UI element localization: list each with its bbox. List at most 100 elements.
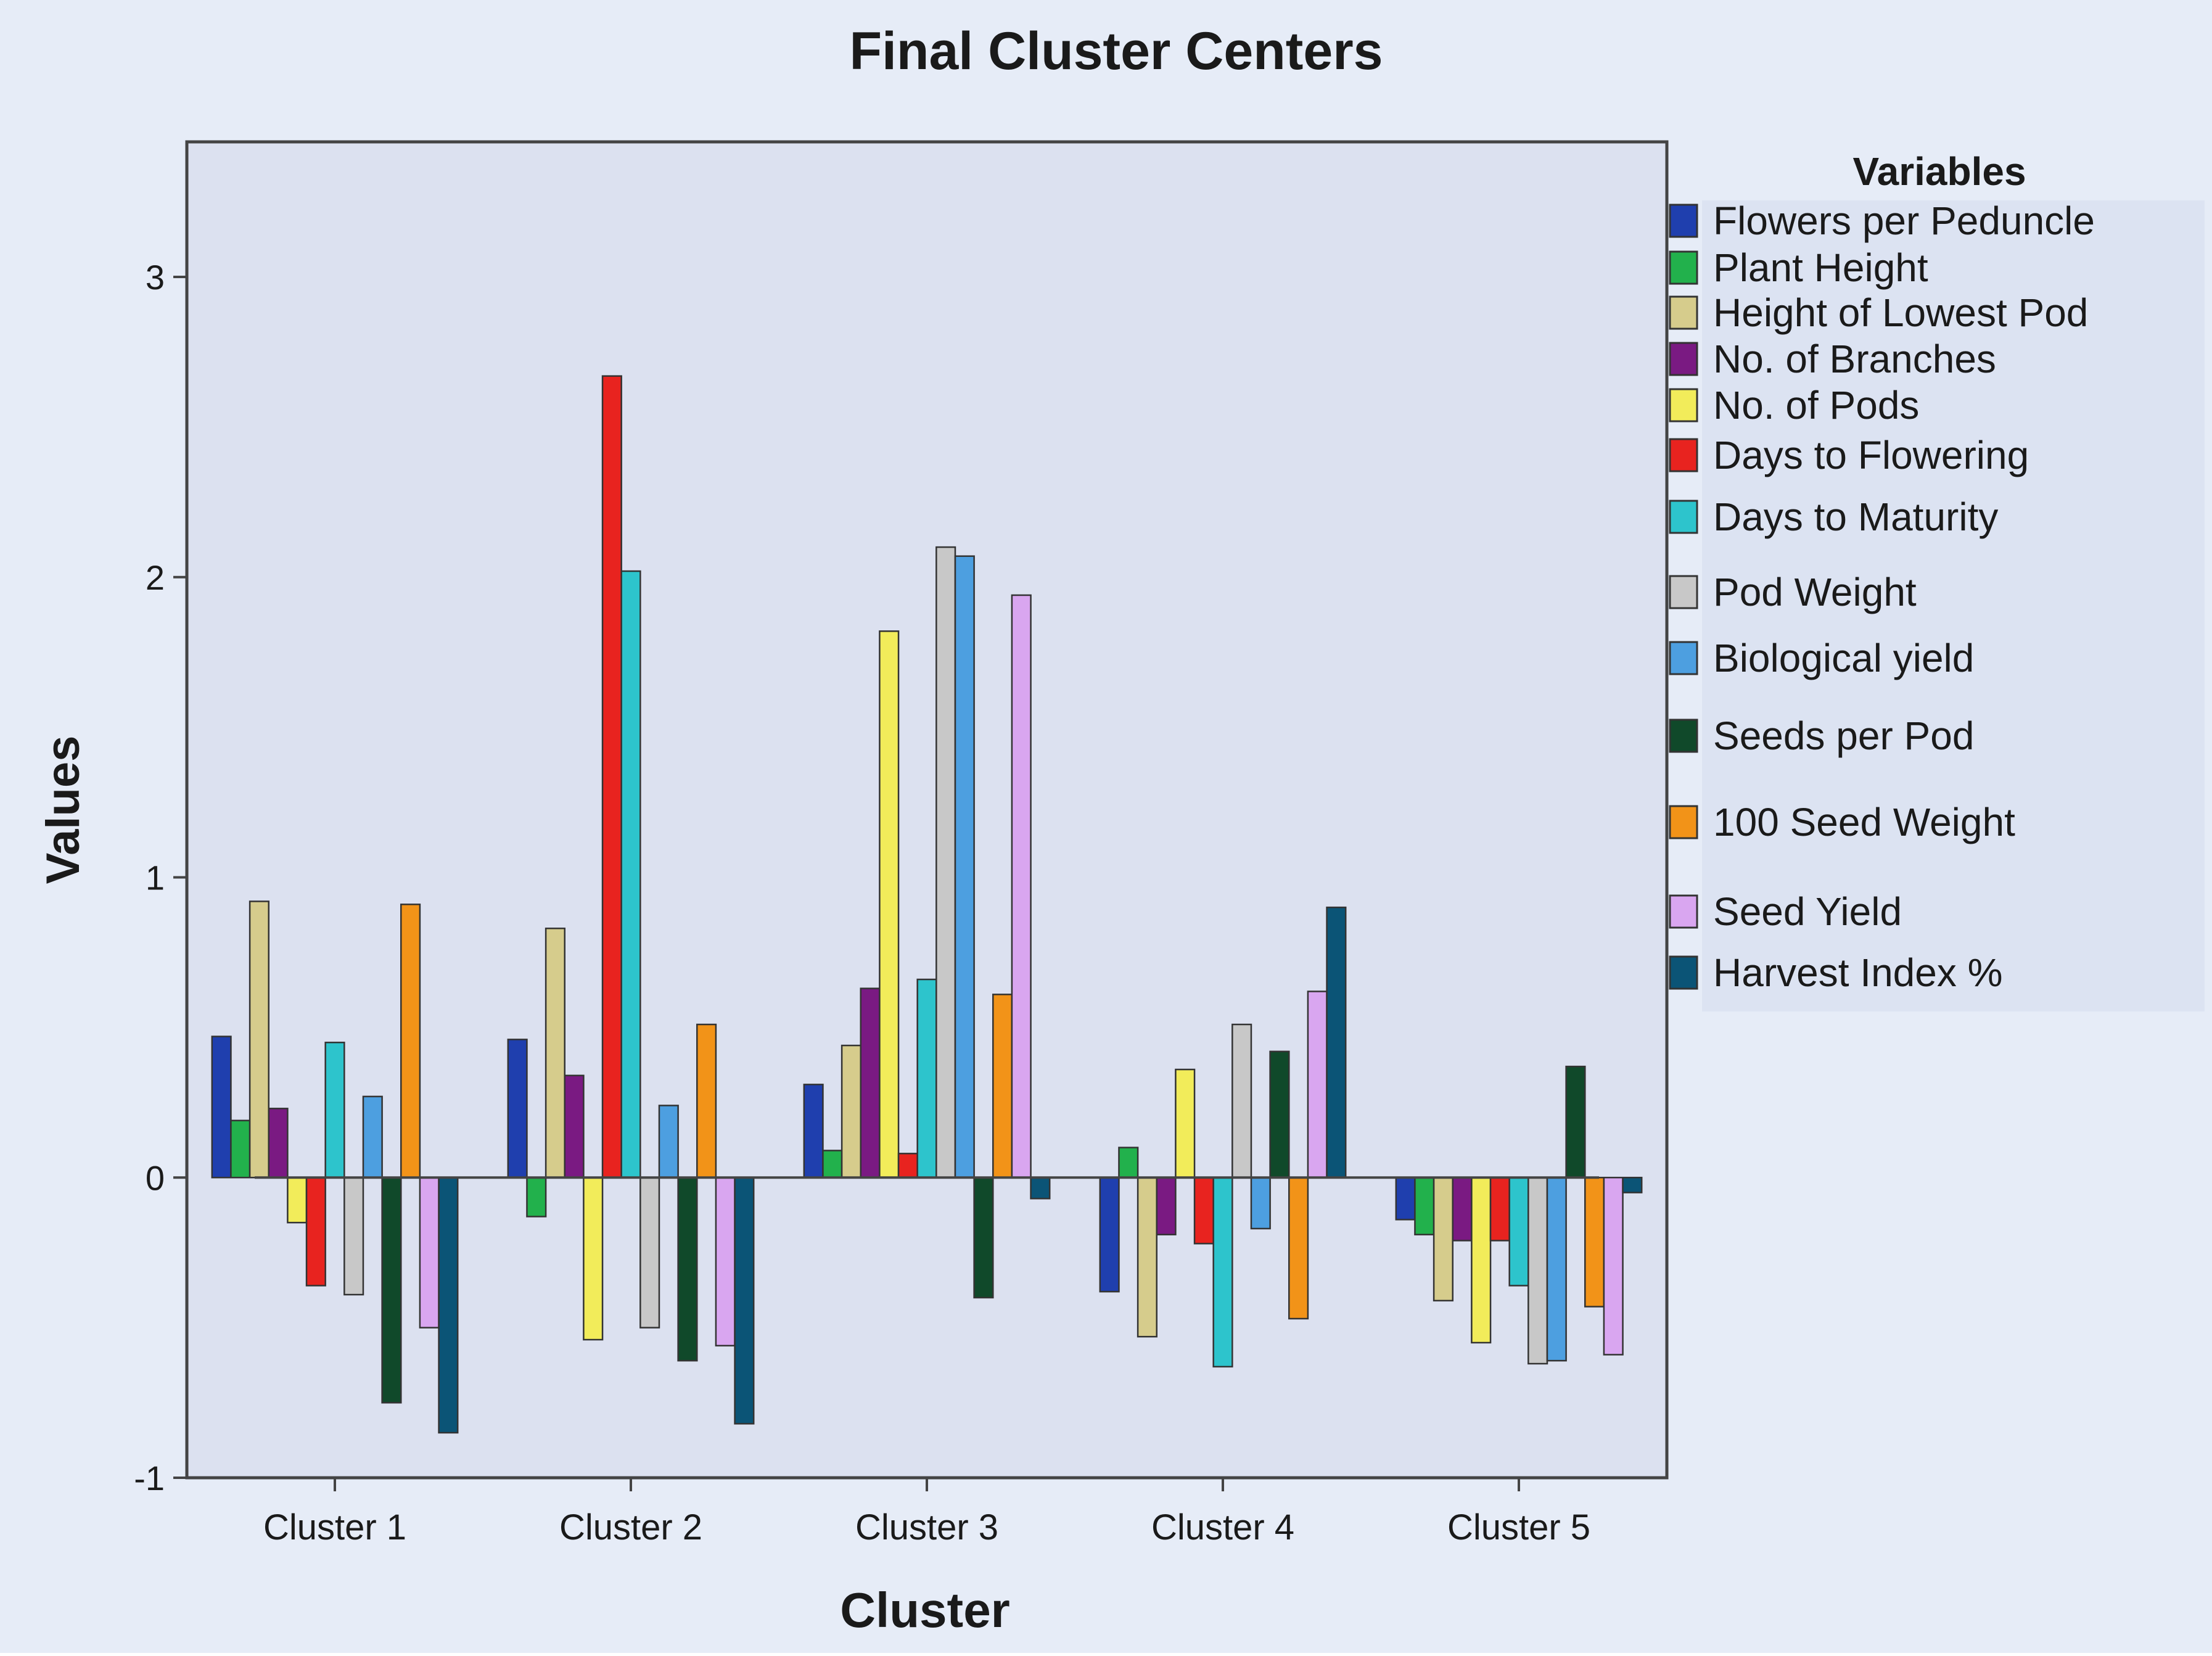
bar [935,546,956,1179]
bar [992,994,1013,1179]
bar [1137,1177,1157,1338]
legend-entry-label: No. of Branches [1713,337,1996,381]
bar [1231,1023,1252,1179]
bar [1250,1177,1271,1230]
bar [696,1023,717,1179]
legend-background [1702,200,2205,1011]
bar [1212,1177,1233,1368]
legend-title: Variables [1852,149,2026,194]
bar [1395,1177,1416,1221]
x-tick-label: Cluster 2 [559,1507,702,1547]
bar [305,1177,326,1287]
y-tick-label: 3 [146,258,165,297]
legend-swatch [1669,295,1698,330]
y-axis: -1 0 1 2 3 [134,258,187,1497]
bar [1193,1177,1214,1245]
bar [954,555,975,1179]
bar [230,1119,251,1179]
x-tick-label: Cluster 3 [855,1507,998,1547]
bar [1489,1177,1510,1242]
bar [601,375,622,1179]
bar [803,1084,824,1179]
bar [1527,1177,1548,1365]
legend-entry-label: Seed Yield [1713,889,1902,934]
legend-entry-label: Biological yield [1713,636,1974,680]
x-tick-label: Cluster 4 [1151,1507,1294,1547]
bar [715,1177,736,1347]
legend-entry-label: Pod Weight [1713,570,1917,614]
bar [677,1177,698,1362]
legend-swatch [1669,204,1698,238]
bar [324,1041,345,1179]
bar [1326,906,1347,1179]
bar [1175,1068,1196,1179]
x-tick-label: Cluster 1 [263,1507,406,1547]
bar [1546,1177,1567,1362]
x-axis-label: Cluster [840,1583,1010,1637]
legend-entry-label: Harvest Index % [1713,950,2003,995]
legend-swatch [1669,894,1698,929]
bar [1118,1147,1139,1179]
legend-swatch [1669,641,1698,675]
bar [1622,1177,1643,1193]
x-tick-label: Cluster 5 [1447,1507,1590,1547]
bar [564,1074,585,1179]
y-axis-label: Values [37,736,89,884]
bar [583,1177,604,1341]
bar [658,1105,679,1179]
bar [211,1036,232,1179]
bar [362,1095,383,1179]
bar [249,900,269,1179]
legend-entry-label: Days to Maturity [1713,495,1998,539]
bar [1307,991,1328,1179]
x-axis: Cluster 1 Cluster 2 Cluster 3 Cluster 4 Clus… [263,1478,1590,1547]
bar [1288,1177,1309,1320]
legend-swatch [1669,575,1698,609]
y-tick-label: 0 [146,1158,165,1197]
bar [1584,1177,1605,1308]
bar [916,978,937,1179]
bar [1099,1177,1120,1293]
bar [268,1108,289,1179]
y-tick-label: -1 [134,1459,165,1497]
bar [438,1177,459,1434]
bar [1565,1065,1586,1179]
legend-swatch [1669,719,1698,753]
bar [1414,1177,1435,1235]
legend-entry-label: No. of Pods [1713,383,1919,427]
bars-group [211,375,1643,1434]
legend-entry-label: Days to Flowering [1713,433,2029,477]
bar [734,1177,755,1425]
bar [1471,1177,1492,1344]
legend-entry-label: Height of Lowest Pod [1713,290,2088,335]
legend-entry-label: 100 Seed Weight [1713,800,2015,844]
legend-entry-label: Seeds per Pod [1713,714,1974,758]
bar [287,1177,308,1224]
bar [419,1177,440,1329]
legend-swatch [1669,342,1698,376]
y-tick-label: 1 [146,859,165,897]
bar [1030,1177,1051,1200]
chart-title: Final Cluster Centers [850,22,1383,81]
bar [545,928,565,1179]
bar [1011,594,1032,1179]
bar [1156,1177,1177,1235]
bar [1433,1177,1453,1302]
bar [897,1153,918,1179]
bar [620,570,641,1179]
legend-swatch [1669,388,1698,422]
bar [1508,1177,1529,1287]
legend-entry-label: Plant Height [1713,245,1928,290]
bar [1269,1050,1290,1179]
bar [822,1150,843,1179]
y-tick-label: 2 [146,558,165,597]
legend-entry-label: Flowers per Peduncle [1713,199,2095,243]
bar [639,1177,660,1329]
bar [973,1177,994,1299]
bar [526,1177,547,1217]
bar [381,1177,402,1404]
legend-swatch [1669,955,1698,990]
